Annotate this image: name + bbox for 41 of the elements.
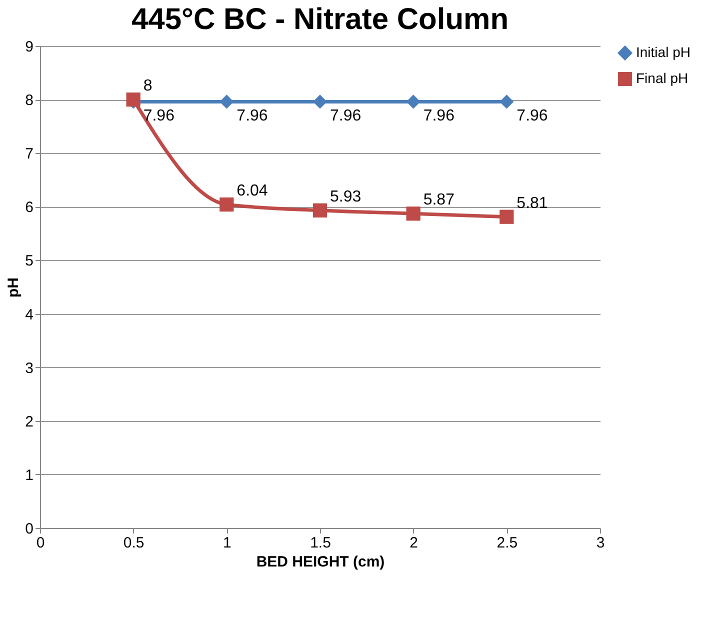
y-tick-label: 9 xyxy=(25,38,34,56)
data-label: 5.93 xyxy=(330,188,362,206)
y-tick-label: 2 xyxy=(25,413,34,430)
chart-title: 445°C BC - Nitrate Column xyxy=(131,3,509,36)
y-tick-label: 0 xyxy=(25,520,34,538)
data-label: 7.96 xyxy=(330,108,362,125)
x-tick-label: 0.5 xyxy=(123,534,144,552)
point xyxy=(406,206,420,221)
y-tick-label: 3 xyxy=(25,360,34,377)
point xyxy=(500,210,514,224)
y-tick-label: 8 xyxy=(25,92,34,110)
point xyxy=(126,92,140,107)
point xyxy=(220,94,234,109)
data-label: 6.04 xyxy=(236,182,268,200)
data-label: 8 xyxy=(143,78,152,95)
y-axis-title: pH xyxy=(5,278,22,298)
point xyxy=(312,94,328,109)
data-label: 5.81 xyxy=(516,194,548,212)
legend-label: Initial pH xyxy=(636,44,690,60)
point xyxy=(406,94,420,109)
x-tick-label: 1 xyxy=(222,534,232,552)
x-tick-label: 3 xyxy=(596,534,605,552)
y-tick-label: 5 xyxy=(25,252,34,270)
data-label: 5.87 xyxy=(423,192,455,209)
data-label: 7.96 xyxy=(236,108,268,125)
point xyxy=(500,94,514,109)
data-label: 7.96 xyxy=(143,108,175,125)
legend-label: Final pH xyxy=(636,70,688,86)
point xyxy=(220,197,234,212)
y-tick-label: 4 xyxy=(25,306,34,324)
x-tick-label: 2.5 xyxy=(496,534,518,552)
y-tick-label: 6 xyxy=(25,199,34,216)
y-tick-label: 1 xyxy=(25,466,34,484)
data-label: 7.96 xyxy=(516,108,548,125)
x-tick-label: 1.5 xyxy=(310,534,331,552)
point xyxy=(312,203,328,218)
x-axis-title: BED HEIGHT (cm) xyxy=(256,554,385,570)
y-tick-label: 7 xyxy=(25,146,34,163)
x-tick-label: 0 xyxy=(36,534,45,552)
x-tick-label: 2 xyxy=(410,534,418,552)
data-label: 7.96 xyxy=(423,108,455,125)
